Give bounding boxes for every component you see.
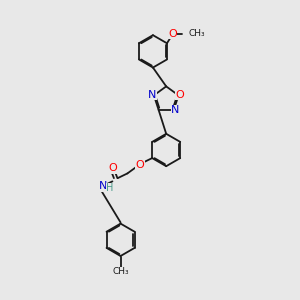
- Text: N: N: [98, 182, 107, 191]
- Text: CH₃: CH₃: [112, 267, 129, 276]
- Text: N: N: [148, 90, 157, 100]
- Text: H: H: [106, 183, 114, 194]
- Text: N: N: [171, 105, 179, 116]
- Text: O: O: [108, 163, 117, 173]
- Text: O: O: [135, 160, 144, 170]
- Text: O: O: [168, 29, 177, 39]
- Text: CH₃: CH₃: [188, 29, 205, 38]
- Text: O: O: [176, 90, 184, 100]
